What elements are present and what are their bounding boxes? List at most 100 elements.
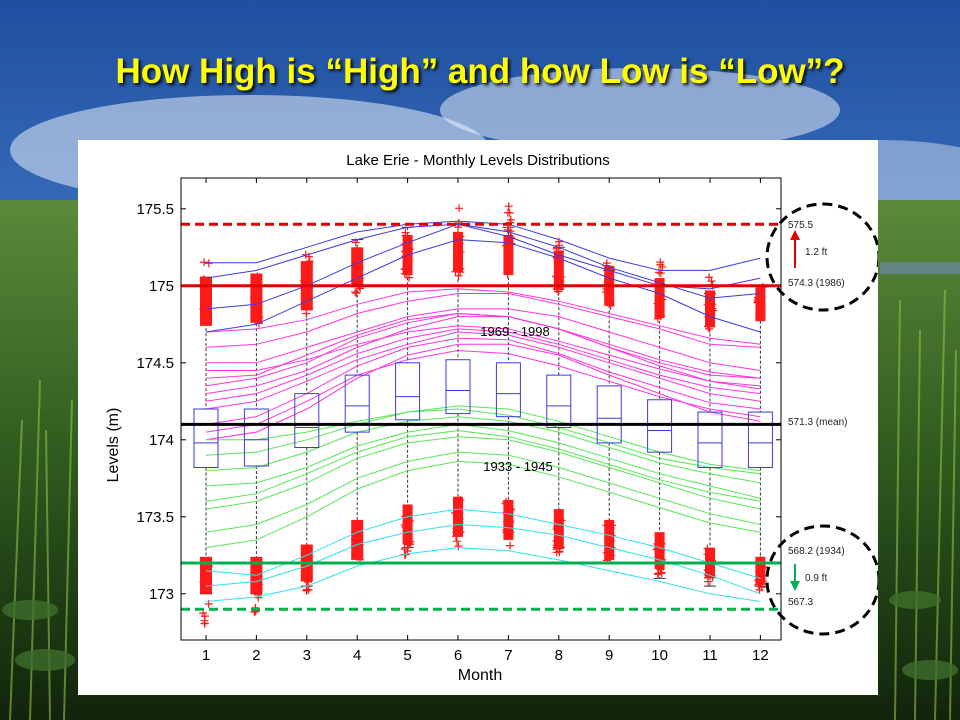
high-outlier-marker bbox=[757, 287, 766, 296]
low-outlier-marker bbox=[505, 505, 514, 514]
high-outlier-marker bbox=[453, 240, 462, 249]
box-iqr bbox=[395, 362, 421, 421]
low-outlier-marker bbox=[401, 523, 410, 532]
low-outlier-marker bbox=[452, 537, 461, 546]
high-outlier-marker bbox=[603, 287, 612, 296]
x-axis-label: Month bbox=[458, 667, 502, 684]
high-outlier-marker bbox=[455, 204, 464, 213]
x-tick-label: 8 bbox=[555, 647, 563, 664]
high-outlier-marker bbox=[305, 257, 314, 266]
high-outlier-marker bbox=[352, 289, 361, 298]
high-outlier-marker bbox=[605, 293, 614, 302]
low-outlier-marker bbox=[199, 579, 208, 588]
annotation-mean: 571.3 (mean) bbox=[788, 417, 847, 428]
chart-title: Lake Erie - Monthly Levels Distributions bbox=[346, 152, 609, 169]
low-outlier-marker bbox=[452, 524, 461, 533]
high-outlier-marker bbox=[505, 208, 514, 217]
low-outlier-marker bbox=[304, 568, 313, 577]
low-outlier-marker bbox=[202, 586, 211, 595]
high-outlier-marker bbox=[753, 293, 762, 302]
low-outlier-marker bbox=[250, 564, 259, 573]
low-outlier-core bbox=[604, 519, 615, 560]
x-tick-label: 10 bbox=[651, 647, 668, 664]
low-outlier-marker bbox=[504, 511, 513, 520]
x-tick-label: 2 bbox=[252, 647, 260, 664]
low-outlier-core bbox=[654, 532, 665, 570]
high-outlier-marker bbox=[654, 298, 663, 307]
low-outlier-marker bbox=[554, 534, 563, 543]
high-outlier-marker bbox=[456, 248, 465, 257]
high-outlier-marker bbox=[201, 308, 210, 317]
series-line-group-0 bbox=[205, 293, 761, 348]
low-outlier-marker bbox=[502, 497, 511, 506]
series-line-group-1 bbox=[205, 416, 761, 484]
series-line-group-1 bbox=[205, 460, 761, 549]
series-line-group-0 bbox=[205, 288, 761, 345]
high-outlier-marker bbox=[302, 309, 311, 318]
low-outlier-core bbox=[503, 499, 514, 540]
high-outlier-marker bbox=[303, 264, 312, 273]
high-outlier-marker bbox=[204, 259, 213, 268]
x-tick-label: 12 bbox=[752, 647, 769, 664]
low-outlier-marker bbox=[704, 566, 713, 575]
series-line-group-1 bbox=[205, 451, 761, 533]
high-outlier-marker bbox=[705, 324, 714, 333]
high-outlier-marker bbox=[554, 257, 563, 266]
high-outlier-marker bbox=[705, 273, 714, 282]
low-outlier-marker bbox=[703, 565, 712, 574]
high-outlier-core bbox=[503, 234, 514, 276]
high-outlier-marker bbox=[656, 258, 665, 267]
low-outlier-marker bbox=[403, 539, 412, 548]
low-outlier-marker bbox=[454, 542, 463, 551]
high-outlier-marker bbox=[656, 311, 665, 320]
annotations: 575.5 1.2 ft 574.3 (1986) 571.3 (mean) 5… bbox=[765, 202, 878, 636]
low-outlier-marker bbox=[452, 532, 461, 541]
series-line-group-0 bbox=[206, 308, 761, 371]
high-outlier-marker bbox=[401, 231, 410, 240]
low-outlier-marker bbox=[555, 548, 564, 557]
high-outlier-marker bbox=[656, 302, 665, 311]
high-outlier-marker bbox=[503, 225, 512, 234]
high-outlier-marker bbox=[203, 298, 212, 307]
x-tick-label: 4 bbox=[353, 647, 361, 664]
low-outlier-marker bbox=[656, 565, 665, 574]
series-line-group-1 bbox=[205, 430, 761, 502]
low-outlier-marker bbox=[504, 521, 513, 530]
high-outlier-marker bbox=[250, 315, 259, 324]
box-iqr bbox=[747, 411, 773, 469]
x-tick-label: 3 bbox=[303, 647, 311, 664]
high-outlier-marker bbox=[454, 271, 463, 280]
low-outlier-marker bbox=[552, 524, 561, 533]
series-line-group-1 bbox=[205, 423, 761, 499]
x-tick-label: 5 bbox=[403, 647, 411, 664]
low-outlier-marker bbox=[351, 533, 360, 542]
high-outlier-marker bbox=[400, 265, 409, 274]
high-outlier-marker bbox=[603, 277, 612, 286]
x-tick-label: 7 bbox=[504, 647, 512, 664]
high-outlier-core bbox=[654, 278, 665, 319]
plot-frame bbox=[180, 177, 782, 641]
high-outlier-marker bbox=[202, 289, 211, 298]
low-outlier-marker bbox=[400, 521, 409, 530]
annotation-high-delta: 1.2 ft bbox=[805, 247, 827, 258]
high-outlier-core bbox=[553, 250, 564, 291]
high-outlier-marker bbox=[254, 314, 263, 323]
low-outlier-marker bbox=[304, 585, 313, 594]
high-highlight-ellipse bbox=[765, 202, 878, 312]
high-outlier-marker bbox=[708, 306, 717, 315]
low-outlier-marker bbox=[451, 508, 460, 517]
low-outlier-marker bbox=[505, 527, 514, 536]
low-outlier-marker bbox=[253, 590, 262, 599]
low-outlier-marker bbox=[304, 578, 313, 587]
low-outlier-marker bbox=[606, 545, 615, 554]
low-outlier-marker bbox=[453, 504, 462, 513]
high-outlier-marker bbox=[351, 288, 360, 297]
x-tick-label: 1 bbox=[202, 647, 210, 664]
low-outlier-marker bbox=[506, 541, 515, 550]
high-outlier-marker bbox=[606, 298, 615, 307]
high-outlier-marker bbox=[249, 293, 258, 302]
series-line-group-0 bbox=[205, 316, 761, 395]
high-outlier-marker bbox=[254, 308, 263, 317]
up-arrowhead-icon bbox=[790, 230, 800, 240]
plot-area: 1969 - 1998 1933 - 1945 bbox=[181, 202, 781, 628]
